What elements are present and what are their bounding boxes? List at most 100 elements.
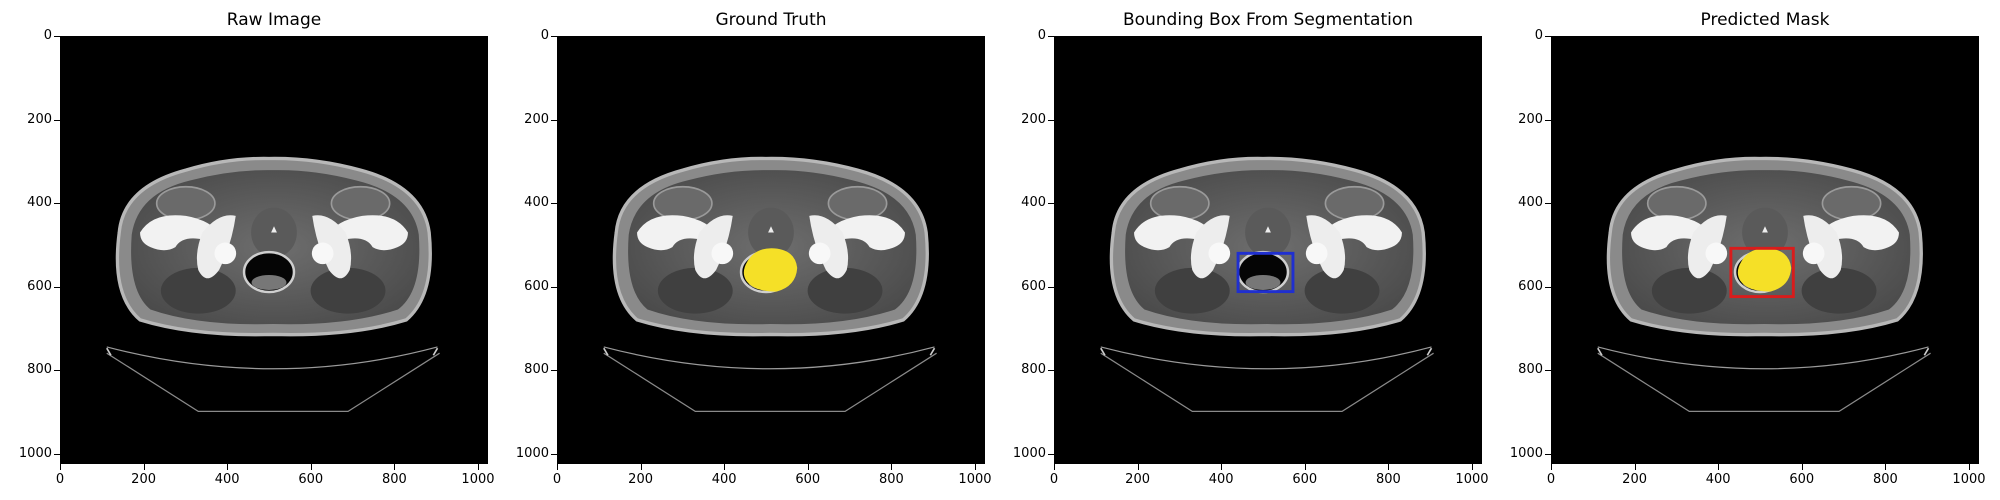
y-tick-label: 800: [27, 362, 52, 378]
segmentation-mask: [1737, 248, 1792, 292]
y-tick-mark: [1545, 286, 1551, 288]
x-tick-label: 200: [1622, 472, 1647, 487]
y-tick-mark: [1545, 453, 1551, 455]
y-tick-label: 200: [27, 111, 52, 127]
y-tick-label: 200: [524, 111, 549, 127]
x-tick-label: 0: [1049, 472, 1059, 487]
y-tick-label: 800: [1518, 362, 1543, 378]
x-tick-mark: [1054, 464, 1055, 470]
y-tick-label: 0: [43, 28, 52, 43]
x-tick-label: 1000: [958, 472, 992, 487]
image-axes: [60, 36, 488, 464]
y-tick-mark: [1545, 36, 1551, 37]
x-tick-mark: [1551, 464, 1552, 470]
x-tick-label: 0: [552, 472, 562, 487]
y-tick-mark: [54, 203, 60, 205]
x-tick-label: 0: [1546, 472, 1556, 487]
y-tick-mark: [1048, 36, 1054, 37]
y-tick-label: 800: [1021, 362, 1046, 378]
panel-bbox: Bounding Box From Segmentation 0 200 400 600…: [994, 0, 1489, 500]
y-tick-label: 600: [1518, 278, 1543, 294]
x-tick-label: 800: [1375, 472, 1401, 487]
y-tick-mark: [551, 119, 557, 121]
x-tick-mark: [891, 464, 893, 470]
y-tick-mark: [551, 203, 557, 205]
panel-title: Predicted Mask: [1700, 10, 1830, 30]
x-tick-mark: [1471, 464, 1473, 470]
y-tick-label: 0: [1037, 28, 1046, 43]
y-tick-mark: [54, 453, 60, 455]
x-tick-mark: [60, 464, 61, 470]
panel-title: Bounding Box From Segmentation: [1122, 10, 1414, 30]
y-tick-mark: [1048, 286, 1054, 288]
y-tick-label: 1000: [515, 445, 549, 461]
x-tick-mark: [143, 464, 145, 470]
y-tick-label: 0: [1534, 28, 1543, 43]
x-tick-mark: [974, 464, 976, 470]
y-tick-label: 1000: [1509, 445, 1543, 461]
y-tick-label: 400: [524, 195, 549, 211]
y-tick-mark: [1545, 370, 1551, 372]
bounding-box-prediction: [1729, 246, 1795, 299]
x-tick-label: 400: [1208, 472, 1234, 487]
bounding-box-segmentation: [1236, 251, 1295, 294]
y-tick-mark: [54, 36, 60, 37]
y-tick-mark: [1048, 453, 1054, 455]
y-tick-mark: [1048, 119, 1054, 121]
x-tick-label: 1000: [461, 472, 495, 487]
x-tick-mark: [310, 464, 312, 470]
y-tick-label: 600: [27, 278, 52, 294]
x-tick-label: 1000: [1455, 472, 1489, 487]
y-tick-label: 800: [524, 362, 549, 378]
panel-raw: Raw Image 0 200 400 600 800 1000 0 200 400 600 800 1…: [0, 0, 495, 500]
y-tick-mark: [1545, 119, 1551, 121]
x-tick-label: 800: [381, 472, 407, 487]
ct-scan-image: [1055, 37, 1481, 463]
y-tick-label: 0: [540, 28, 549, 43]
x-tick-mark: [807, 464, 809, 470]
x-tick-label: 600: [1292, 472, 1318, 487]
image-axes: [557, 36, 985, 464]
x-tick-mark: [1968, 464, 1970, 470]
x-tick-label: 400: [1705, 472, 1731, 487]
x-tick-label: 400: [214, 472, 240, 487]
x-tick-mark: [1718, 464, 1720, 470]
x-tick-mark: [1388, 464, 1390, 470]
x-tick-label: 0: [55, 472, 65, 487]
x-tick-label: 200: [131, 472, 156, 487]
panel-title: Raw Image: [226, 10, 322, 30]
panel-pred: Predicted Mask 0 200 400 600 800 1000 0 200 400 60…: [1491, 0, 1986, 500]
x-tick-label: 200: [628, 472, 653, 487]
x-tick-label: 600: [1789, 472, 1815, 487]
y-tick-mark: [1048, 203, 1054, 205]
y-tick-mark: [551, 286, 557, 288]
y-tick-mark: [551, 36, 557, 37]
image-axes: [1054, 36, 1482, 464]
x-tick-mark: [1885, 464, 1887, 470]
y-tick-mark: [54, 119, 60, 121]
ct-scan-image: [61, 37, 487, 463]
y-tick-mark: [551, 453, 557, 455]
y-tick-label: 200: [1518, 111, 1543, 127]
y-tick-mark: [54, 370, 60, 372]
panel-title: Ground Truth: [715, 10, 827, 30]
x-tick-mark: [394, 464, 396, 470]
y-tick-label: 400: [1021, 195, 1046, 211]
y-tick-label: 1000: [18, 445, 52, 461]
x-tick-label: 200: [1125, 472, 1150, 487]
y-tick-label: 600: [1021, 278, 1046, 294]
ct-scan-image: [558, 37, 984, 463]
x-tick-mark: [1801, 464, 1803, 470]
x-tick-mark: [1221, 464, 1223, 470]
x-tick-label: 800: [878, 472, 904, 487]
x-tick-mark: [724, 464, 726, 470]
y-tick-mark: [54, 286, 60, 288]
x-tick-mark: [1634, 464, 1636, 470]
y-tick-mark: [551, 370, 557, 372]
segmentation-mask: [743, 248, 798, 292]
y-tick-label: 1000: [1012, 445, 1046, 461]
y-tick-label: 600: [524, 278, 549, 294]
y-tick-label: 200: [1021, 111, 1046, 127]
y-tick-mark: [1545, 203, 1551, 205]
y-tick-label: 400: [27, 195, 52, 211]
